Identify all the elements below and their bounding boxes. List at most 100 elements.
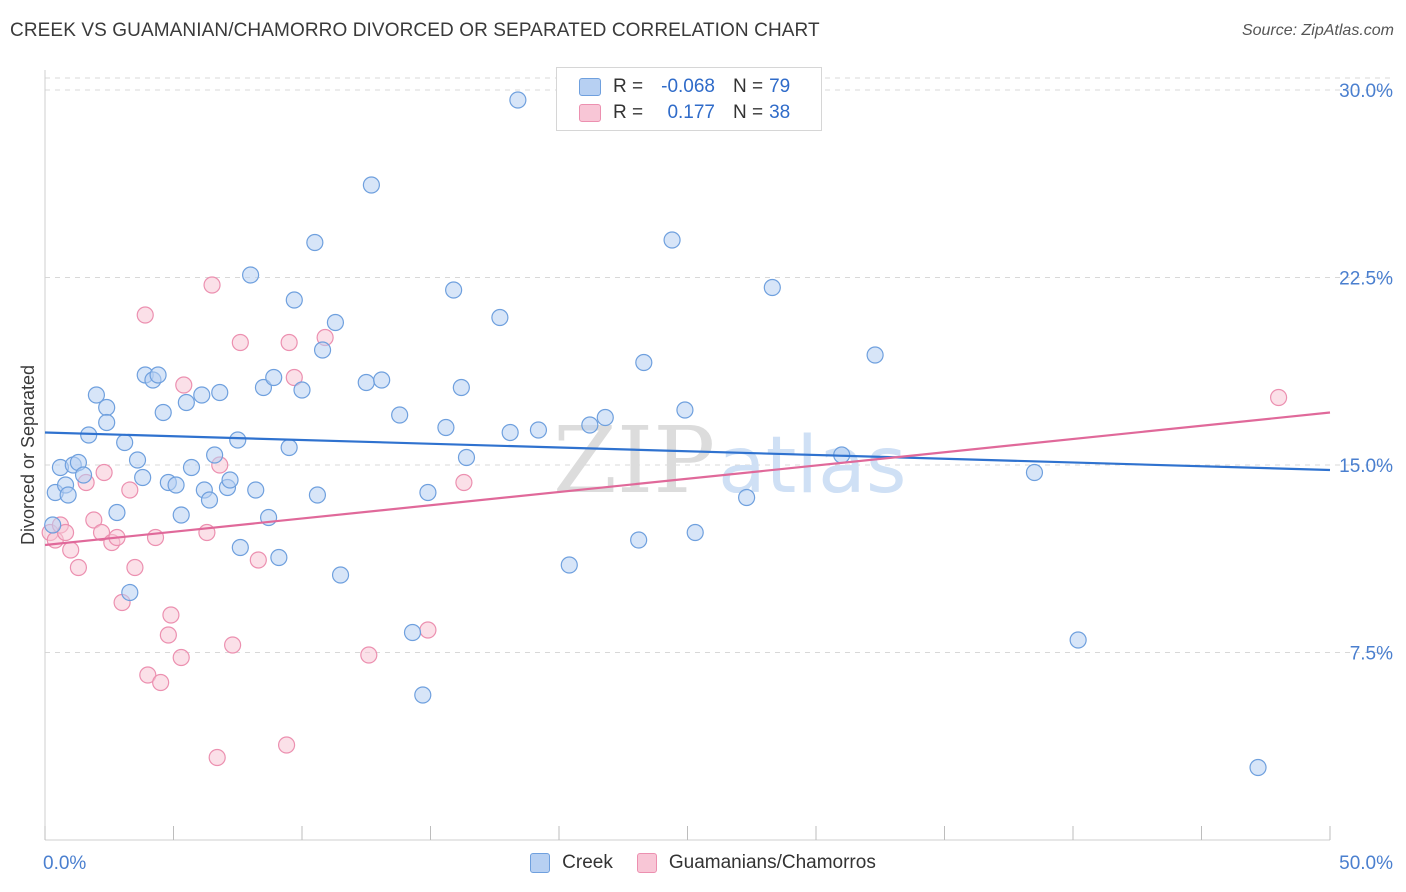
guam-point bbox=[62, 541, 80, 559]
guam-point bbox=[224, 636, 242, 654]
creek-point bbox=[313, 341, 332, 359]
guam-point bbox=[419, 621, 437, 639]
guam-point bbox=[69, 558, 88, 577]
creek-point bbox=[308, 486, 327, 504]
guam-point bbox=[360, 646, 378, 664]
y-tick-label: 7.5% bbox=[1350, 644, 1393, 665]
creek-point bbox=[452, 378, 470, 397]
guam-point bbox=[152, 673, 170, 692]
y-axis-label: Divorced or Separated bbox=[18, 365, 38, 545]
guam-series bbox=[41, 276, 1288, 767]
guam-point bbox=[455, 473, 473, 492]
guam-point bbox=[85, 511, 103, 529]
creek-point bbox=[293, 381, 311, 399]
creek-point bbox=[200, 491, 219, 509]
creek-point bbox=[270, 548, 288, 567]
creek-point bbox=[221, 471, 239, 489]
creek-point bbox=[229, 431, 247, 449]
creek-point bbox=[676, 401, 694, 419]
creek-point bbox=[265, 368, 283, 387]
y-tick-label: 15.0% bbox=[1339, 456, 1393, 477]
creek-point bbox=[177, 393, 195, 412]
guam-trend-line bbox=[44, 411, 1331, 547]
stats-legend: R = -0.068 N = 79 R = 0.177 N = 38 bbox=[556, 67, 822, 131]
creek-point bbox=[116, 433, 134, 452]
creek-point bbox=[211, 383, 229, 402]
creek-point bbox=[560, 556, 578, 574]
series-legend: Creek Guamanians/Chamorros bbox=[0, 852, 1406, 874]
guam-point bbox=[231, 333, 249, 352]
creek-r-label: R = bbox=[613, 76, 644, 97]
creek-point bbox=[98, 413, 116, 432]
creek-point bbox=[128, 451, 147, 469]
creek-point bbox=[182, 458, 201, 477]
creek-legend-label: Creek bbox=[562, 852, 613, 873]
creek-point bbox=[326, 313, 345, 332]
creek-point bbox=[331, 566, 350, 584]
creek-point bbox=[686, 523, 704, 542]
creek-point bbox=[134, 468, 152, 487]
guam-point bbox=[92, 523, 111, 542]
x-tick-label-min: 0.0% bbox=[43, 853, 86, 874]
source-label: Source: ZipAtlas.com bbox=[1241, 22, 1394, 39]
watermark-zip: ZIP bbox=[553, 407, 715, 514]
creek-point bbox=[280, 438, 298, 457]
creek-point bbox=[373, 371, 391, 389]
creek-point bbox=[403, 623, 422, 642]
creek-point bbox=[1249, 758, 1267, 777]
guam-legend-swatch bbox=[636, 853, 657, 873]
creek-point bbox=[306, 233, 324, 252]
guam-point bbox=[208, 748, 226, 767]
creek-point bbox=[596, 408, 614, 427]
creek-point bbox=[635, 353, 653, 372]
creek-point bbox=[1069, 631, 1087, 649]
creek-point bbox=[866, 346, 884, 364]
legend-item-guam[interactable]: Guamanians/Chamorros bbox=[636, 852, 876, 874]
gridlines bbox=[45, 77, 1395, 653]
creek-point bbox=[509, 91, 527, 109]
guam-point bbox=[175, 376, 193, 394]
creek-point bbox=[74, 466, 93, 484]
guam-point bbox=[172, 648, 190, 667]
creek-point bbox=[437, 418, 455, 437]
guam-point bbox=[162, 606, 180, 624]
creek-point bbox=[491, 308, 509, 327]
creek-point bbox=[59, 486, 77, 504]
creek-point bbox=[231, 538, 249, 557]
creek-point bbox=[445, 281, 463, 299]
creek-point bbox=[193, 386, 211, 404]
x-tick-label-max: 50.0% bbox=[1339, 853, 1393, 874]
y-tick-label: 22.5% bbox=[1339, 269, 1393, 290]
creek-point bbox=[362, 176, 380, 194]
creek-n-label: N = bbox=[733, 76, 764, 97]
creek-point bbox=[149, 366, 167, 384]
creek-swatch bbox=[579, 78, 601, 96]
creek-point bbox=[172, 506, 190, 524]
trend-lines bbox=[44, 411, 1331, 547]
creek-point bbox=[167, 476, 185, 494]
creek-point bbox=[254, 378, 273, 397]
creek-point bbox=[44, 516, 62, 534]
creek-legend-swatch bbox=[530, 853, 551, 873]
guam-point bbox=[146, 528, 165, 547]
legend-item-creek[interactable]: Creek bbox=[530, 852, 613, 874]
creek-n-value: 79 bbox=[769, 76, 791, 97]
guam-point bbox=[159, 626, 177, 644]
creek-point bbox=[738, 488, 756, 507]
creek-r-value: -0.068 bbox=[661, 76, 715, 97]
creek-point bbox=[457, 448, 476, 467]
creek-point bbox=[154, 403, 172, 422]
creek-point bbox=[501, 423, 519, 442]
guam-point bbox=[285, 368, 303, 387]
creek-point bbox=[247, 481, 265, 499]
creek-series bbox=[44, 91, 1267, 777]
guam-point bbox=[1269, 388, 1288, 407]
creek-point bbox=[581, 416, 599, 434]
creek-point bbox=[419, 483, 437, 502]
creek-point bbox=[391, 406, 409, 424]
tick-labels: 7.5% 15.0% 22.5% 30.0% 0.0% 50.0% bbox=[43, 81, 1393, 874]
creek-point bbox=[242, 266, 260, 284]
creek-trend-line bbox=[44, 431, 1331, 472]
legend-row-guam: R = 0.177 N = 38 bbox=[579, 100, 790, 126]
creek-point bbox=[121, 583, 139, 602]
